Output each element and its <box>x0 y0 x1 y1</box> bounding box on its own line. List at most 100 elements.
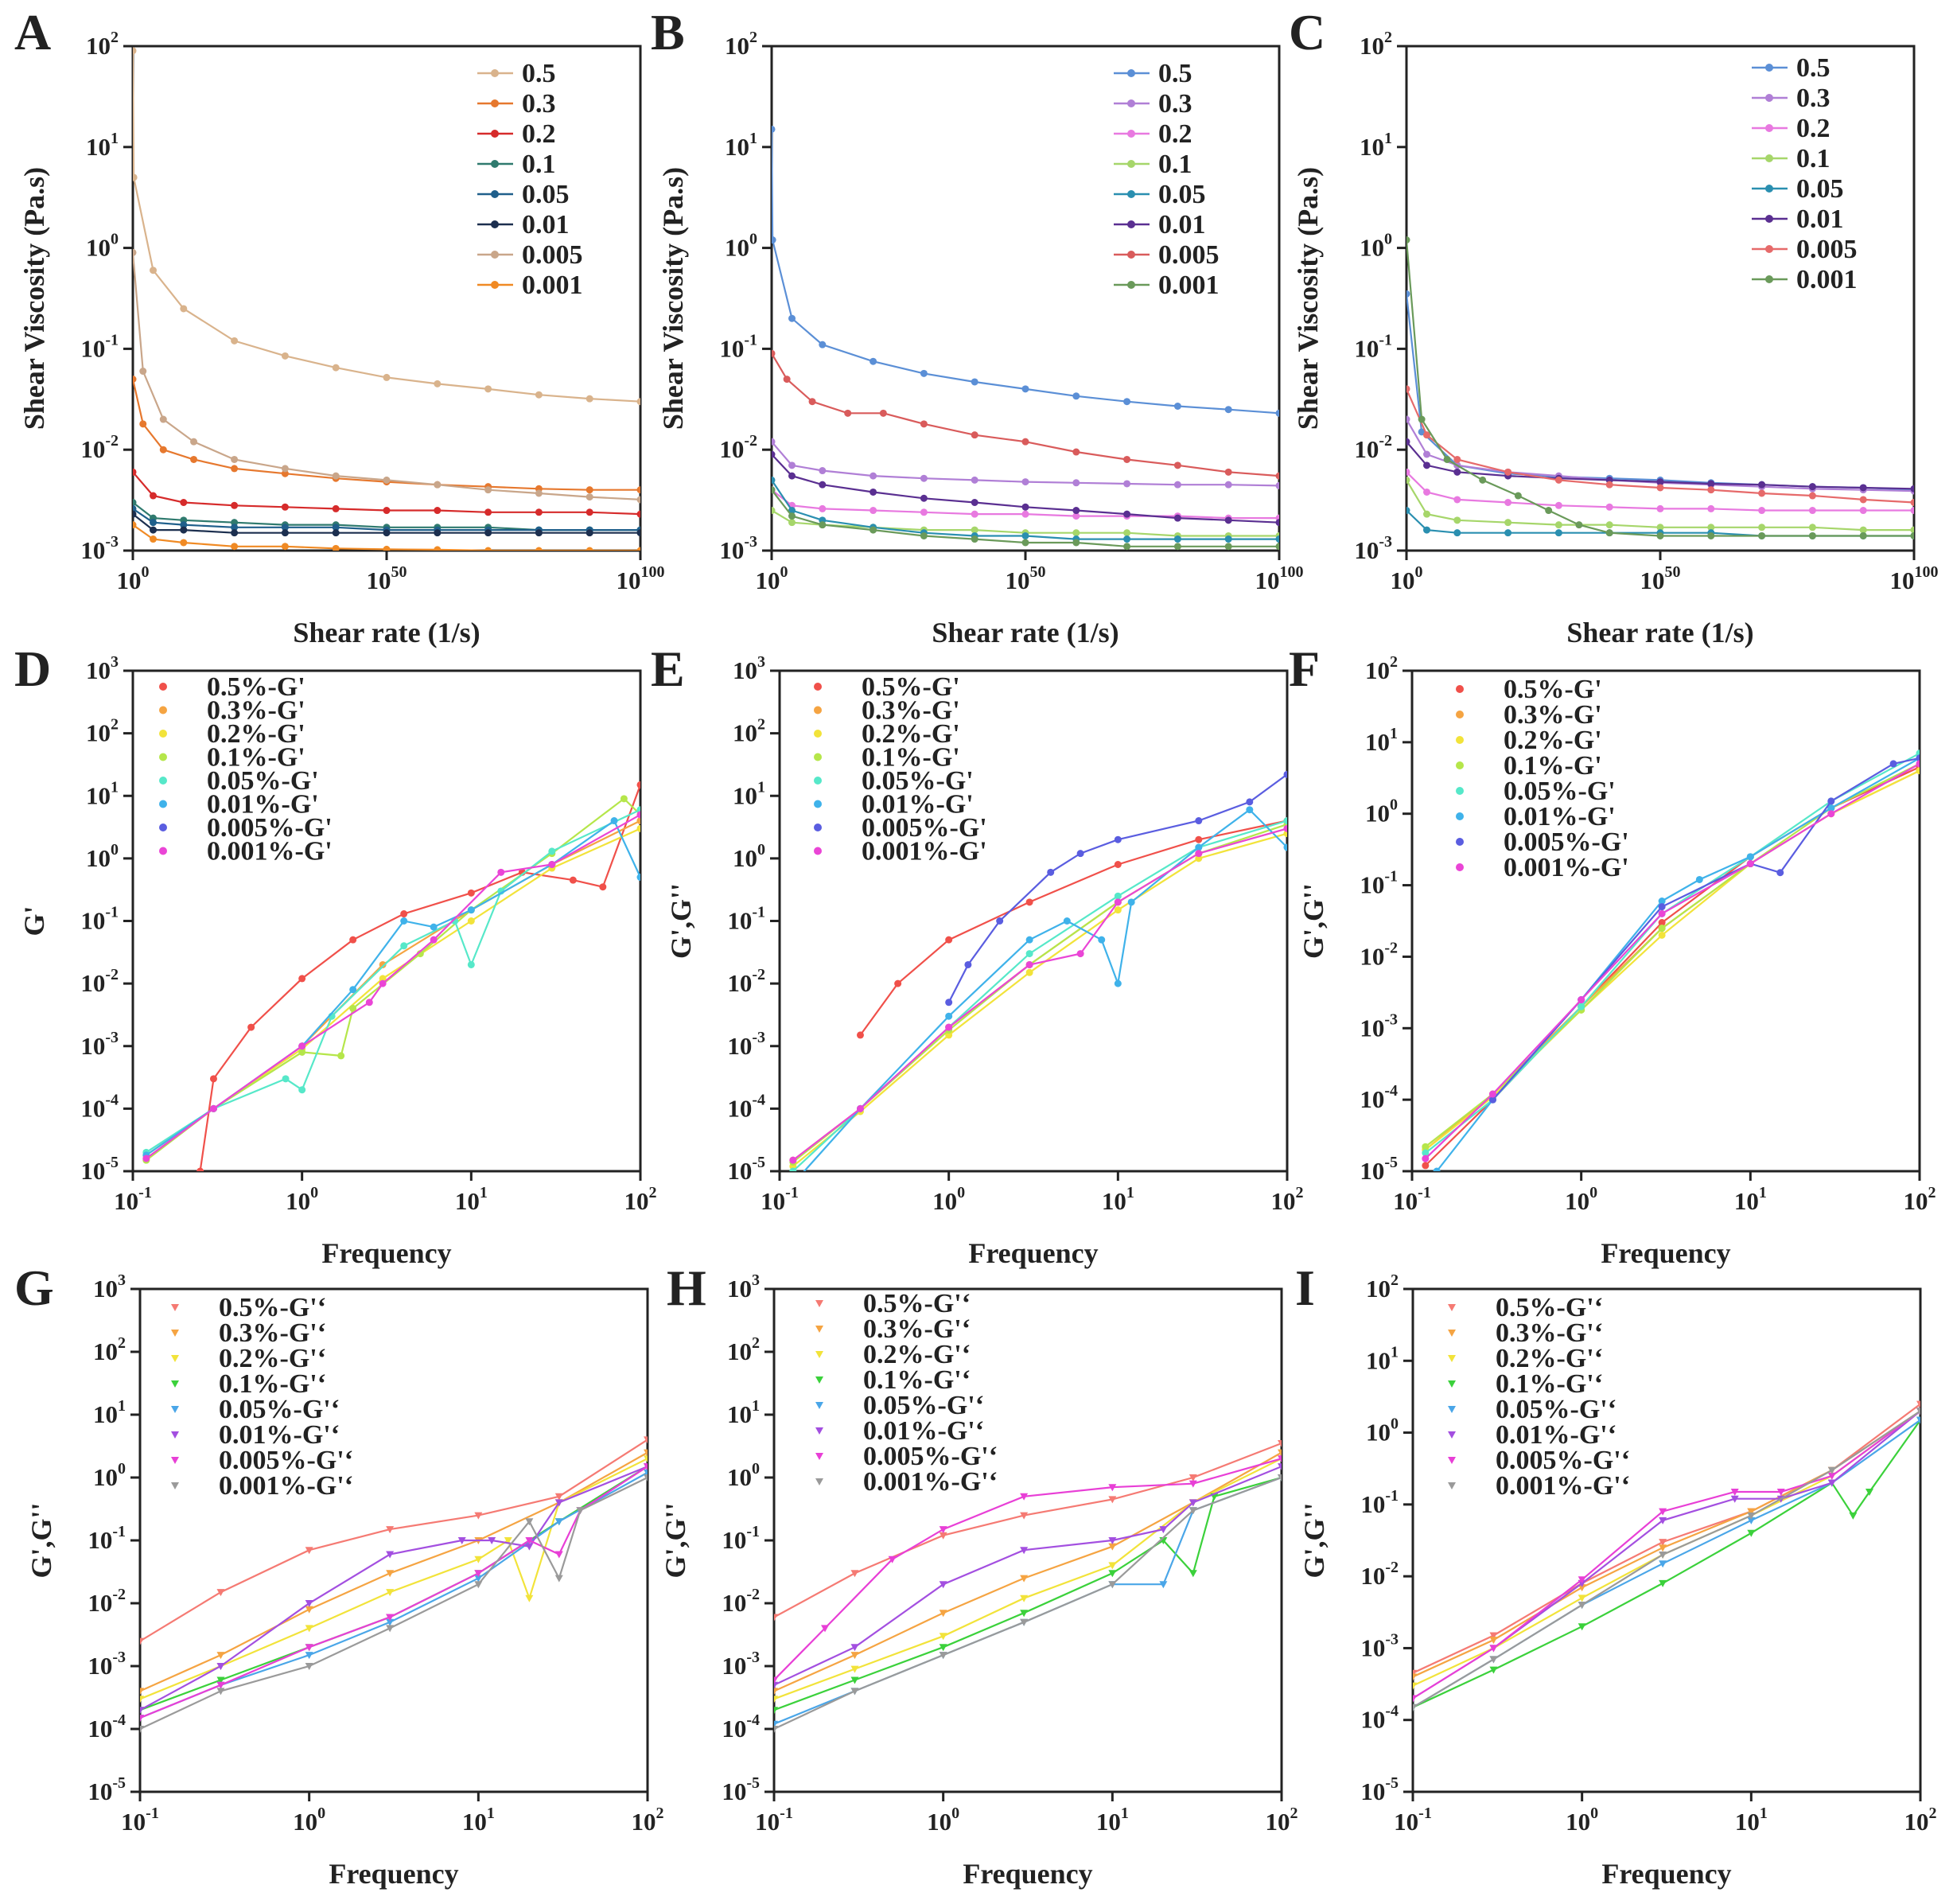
data-point <box>474 1512 483 1520</box>
y-tick-label: 10-3 <box>719 533 757 564</box>
x-tick-label-exp: 1 <box>1126 1184 1134 1201</box>
legend-marker <box>1127 251 1135 259</box>
data-point <box>1859 531 1867 539</box>
data-point <box>1406 468 1410 476</box>
legend-label: 0.5%-G'‘ <box>1496 1293 1603 1322</box>
series-line <box>1406 388 1914 504</box>
legend-marker <box>1127 130 1135 138</box>
y-tick-label-base: 10 <box>1354 334 1379 362</box>
x-tick-label: 100 <box>286 1184 318 1215</box>
data-point <box>1406 507 1410 515</box>
legend-label: 0.3%-G'‘ <box>1496 1318 1603 1348</box>
x-tick-label: 100 <box>1566 1805 1598 1836</box>
data-point <box>1275 519 1279 527</box>
legend-marker <box>1456 812 1464 820</box>
x-tick-label: 100 <box>293 1805 325 1836</box>
x-tick-label: 10-1 <box>761 1184 799 1215</box>
data-point <box>888 1556 897 1563</box>
legend-label: 0.3 <box>522 89 556 119</box>
series-0.005%-G'‘ <box>140 1463 648 1723</box>
data-point <box>1173 481 1181 489</box>
data-point <box>305 1625 313 1633</box>
data-point <box>644 1455 648 1463</box>
legend-marker <box>1456 736 1464 744</box>
data-point <box>1659 1539 1667 1547</box>
x-axis-label: Frequency <box>963 1858 1092 1890</box>
x-tick-label-base: 10 <box>1904 1187 1928 1215</box>
x-tick-label: 100 <box>927 1805 959 1836</box>
y-tick-label-exp: 3 <box>757 653 765 671</box>
x-tick-label-exp: 1 <box>1121 1805 1129 1822</box>
data-point <box>870 507 877 515</box>
data-point <box>1859 507 1867 515</box>
data-point <box>1173 514 1181 522</box>
data-point <box>1707 486 1715 494</box>
y-tick-label-base: 10 <box>1360 942 1384 970</box>
data-point <box>349 1004 357 1012</box>
data-point <box>140 1688 144 1696</box>
y-tick-label-base: 10 <box>727 907 752 935</box>
y-tick-label-base: 10 <box>727 1463 752 1491</box>
legend-label: 0.005%-G'‘ <box>863 1442 998 1471</box>
data-point <box>1730 1495 1739 1503</box>
data-point <box>644 1463 648 1471</box>
legend-label: 0.01%-G' <box>207 790 319 820</box>
data-point <box>281 503 289 511</box>
data-point <box>400 917 408 925</box>
legend-label: 0.05%-G'‘ <box>219 1395 340 1424</box>
series-group <box>1413 1400 1920 1711</box>
data-point <box>644 1436 648 1444</box>
data-point <box>1554 501 1562 509</box>
data-point <box>386 1551 395 1559</box>
series-line <box>1413 1410 1920 1687</box>
legend-label: 0.001%-G'‘ <box>863 1467 998 1497</box>
x-tick-label-exp: 2 <box>1928 1184 1936 1201</box>
series-group <box>140 1436 648 1733</box>
data-point <box>1224 406 1232 414</box>
y-tick-label: 10-3 <box>1360 1010 1398 1042</box>
data-point <box>1020 1547 1029 1555</box>
data-point <box>434 507 442 515</box>
data-point <box>1658 909 1666 917</box>
panel-letter: I <box>1295 1260 1315 1316</box>
data-point <box>386 1618 395 1626</box>
series-0.001%-G' <box>789 824 1287 1164</box>
legend-marker <box>1456 838 1464 846</box>
x-tick-label-exp: 0 <box>317 1805 325 1822</box>
series-0.005 <box>133 248 640 504</box>
legend-label: 0.05 <box>522 180 570 209</box>
data-point <box>525 1537 534 1544</box>
y-tick-label-base: 10 <box>86 719 111 747</box>
series-line <box>1425 766 1920 1166</box>
x-tick-label-base: 10 <box>624 1187 649 1215</box>
y-tick-label-exp: 0 <box>1384 231 1392 248</box>
data-point <box>1159 1581 1168 1589</box>
data-point <box>554 1551 563 1559</box>
data-point <box>305 1644 313 1652</box>
data-point <box>1189 1499 1197 1507</box>
series-group <box>774 1440 1282 1733</box>
x-tick-label-base: 10 <box>293 1808 317 1836</box>
legend-label: 0.005%-G' <box>207 813 333 843</box>
data-point <box>1108 1537 1117 1544</box>
data-point <box>788 507 796 515</box>
legend-marker <box>1448 1304 1456 1311</box>
data-point <box>850 1676 859 1684</box>
data-point <box>430 923 438 931</box>
y-tick-label-exp: -2 <box>1379 432 1392 450</box>
y-tick-label-base: 10 <box>80 907 105 935</box>
x-tick-label-base: 10 <box>1393 1187 1418 1215</box>
data-point <box>554 1499 563 1507</box>
y-tick-label: 103 <box>733 653 765 684</box>
data-point <box>305 1663 313 1670</box>
data-point <box>1108 1484 1117 1492</box>
y-tick-label-base: 10 <box>1360 1706 1385 1734</box>
data-point <box>1707 504 1715 512</box>
data-point <box>1422 1154 1430 1162</box>
y-tick-label-exp: 3 <box>752 1271 760 1289</box>
x-tick-label: 100 <box>1565 1184 1597 1215</box>
series-group <box>142 781 640 1171</box>
legend: 0.5%-G'0.3%-G'0.2%-G'0.1%-G'0.05%-G'0.01… <box>1456 675 1629 882</box>
legend-label: 0.1%-G' <box>1504 751 1602 781</box>
